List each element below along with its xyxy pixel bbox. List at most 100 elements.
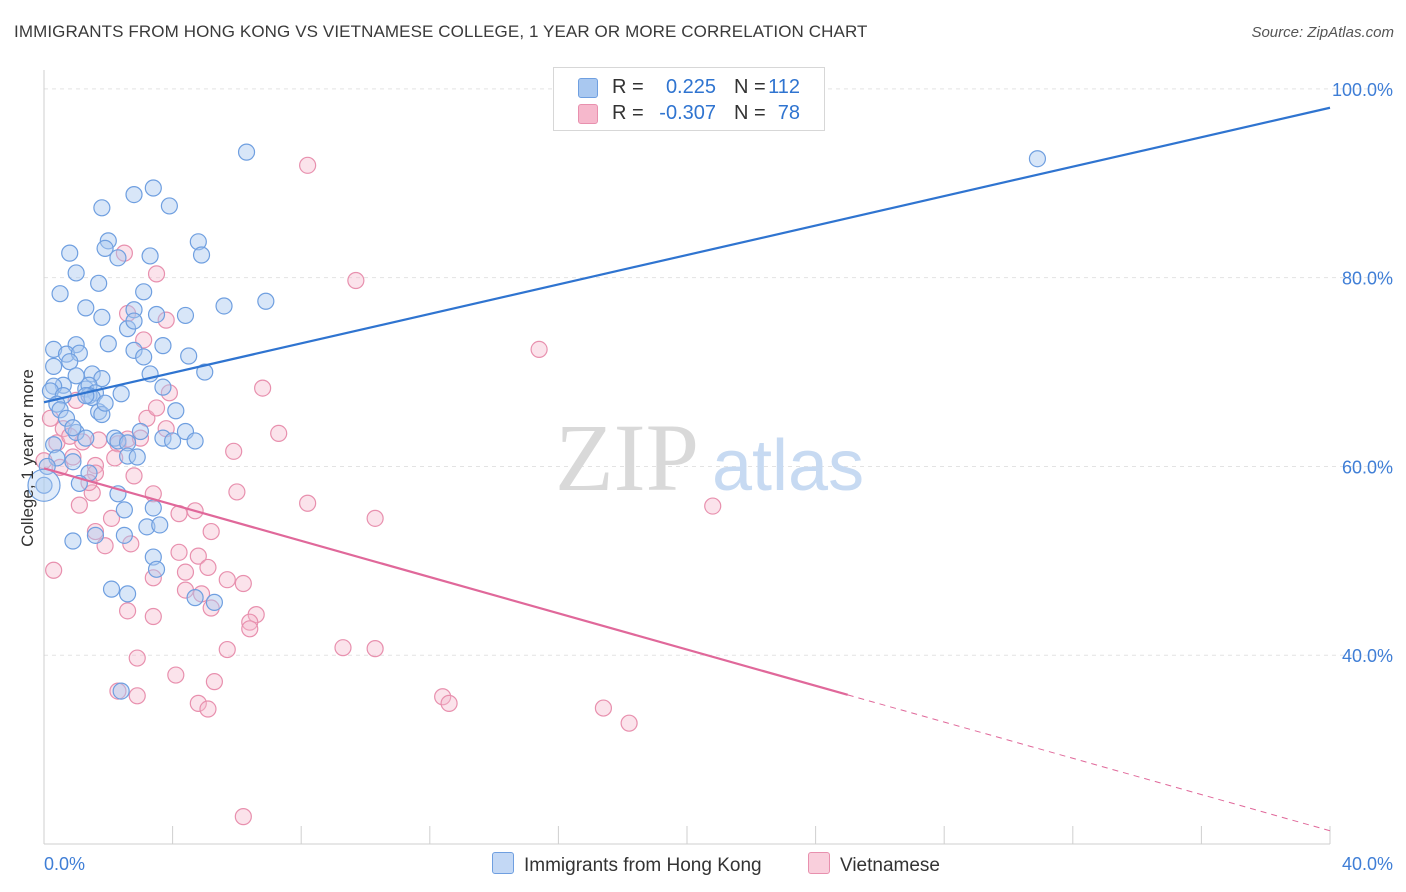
hong-kong-point [138, 518, 156, 536]
hong-kong-point [167, 402, 185, 420]
chart-title: IMMIGRANTS FROM HONG KONG VS VIETNAMESE … [14, 22, 868, 41]
hong-kong-point [67, 367, 85, 385]
r-label: R = [612, 76, 644, 98]
vietnamese-point [241, 620, 259, 638]
vietnamese-point [176, 563, 195, 581]
hong-kong-point [70, 344, 88, 362]
n-label: N = [734, 76, 766, 98]
hong-kong-point [154, 337, 172, 355]
axes [43, 70, 1331, 845]
hong-kong-point [102, 580, 121, 598]
vietnamese-point [218, 640, 236, 659]
vietnamese-point [144, 607, 162, 626]
vietnamese-point [218, 571, 236, 589]
hong-kong-point [1028, 150, 1047, 168]
hong-kong-point [144, 499, 162, 517]
vietnamese-point [234, 574, 252, 593]
hong-kong-point [128, 448, 146, 466]
hong-kong-point [115, 501, 133, 519]
hong-kong-point [96, 239, 114, 257]
hong-kong-point [106, 429, 124, 447]
vietnamese-point [199, 700, 217, 718]
hong-kong-point [125, 185, 143, 204]
legend-item-vietnamese[interactable]: Vietnamese [808, 852, 940, 877]
vietnamese-point [86, 464, 105, 482]
vietnamese-point [122, 535, 140, 553]
trendlines [43, 106, 1331, 832]
n-label: N = [734, 102, 766, 124]
vietnamese-point [228, 483, 246, 501]
hong-kong-point [99, 335, 117, 353]
y-axis-label: College, 1 year or more [18, 369, 37, 547]
r-value: 0.225 [665, 76, 716, 98]
vietnamese-point [202, 522, 220, 541]
vietnamese-point [199, 558, 217, 577]
vietnamese-point [440, 694, 458, 712]
watermark-zip: ZIP [555, 404, 699, 511]
gridlines [44, 88, 1392, 656]
n-value: 78 [777, 102, 800, 124]
hong-kong-point [257, 292, 275, 310]
hong-kong-point [67, 264, 85, 282]
watermark-atlas: atlas [712, 426, 864, 506]
hong-kong-point [77, 429, 95, 447]
hong-kong-point [45, 357, 63, 375]
hong-kong-point [118, 434, 137, 452]
vietnamese-point [157, 311, 175, 329]
vietnamese-point [225, 442, 243, 460]
hong-kong-point [180, 347, 198, 365]
legend-swatch-hong-kong [492, 852, 514, 874]
hong-kong-point [135, 283, 153, 301]
vietnamese-point [45, 561, 63, 579]
hong-kong-point [45, 436, 63, 454]
vietnamese-point [83, 484, 101, 502]
legend-label-hong-kong: Immigrants from Hong Kong [524, 855, 762, 876]
vietnamese-point [299, 156, 317, 174]
hong-kong-point [118, 585, 137, 603]
trendline-vietnamese-extension [847, 694, 1331, 832]
hong-kong-point [57, 409, 76, 427]
hong-kong-point [51, 401, 69, 419]
hong-kong-point [64, 419, 82, 437]
vietnamese-point [189, 547, 207, 565]
swatch-vietnamese [578, 104, 598, 124]
hong-kong-point [93, 308, 111, 326]
vietnamese-point [189, 694, 207, 712]
hong-kong-point [61, 244, 79, 262]
vietnamese-point [102, 509, 121, 527]
hong-kong-point [67, 423, 85, 442]
vietnamese-point [299, 494, 317, 512]
hong-kong-point [237, 143, 256, 161]
hong-kong-point [192, 246, 211, 264]
vietnamese-point [434, 688, 452, 706]
hong-kong-point [154, 378, 172, 396]
y-tick-label: 40.0% [1342, 646, 1393, 666]
hong-kong-point [93, 405, 111, 424]
hong-kong-point [125, 341, 143, 359]
hong-kong-point [64, 453, 82, 471]
hong-kong-point [115, 526, 133, 544]
swatch-hong-kong [578, 78, 598, 98]
hong-kong-point [125, 312, 143, 330]
hong-kong-point [186, 432, 204, 450]
vietnamese-point [147, 399, 166, 417]
vietnamese-point [366, 509, 384, 527]
x-tick-label: 0.0% [44, 854, 85, 874]
hong-kong-point [189, 233, 207, 251]
hong-kong-point [147, 305, 166, 324]
hong-kong-point [64, 532, 82, 550]
hong-kong-point [186, 589, 204, 607]
vietnamese-point [70, 496, 88, 514]
vietnamese-point [205, 673, 223, 691]
vietnamese-point [270, 424, 288, 443]
vietnamese-point [131, 429, 150, 447]
vietnamese-point [125, 467, 143, 485]
legend-item-hong-kong[interactable]: Immigrants from Hong Kong [492, 852, 762, 877]
vietnamese-point [620, 714, 638, 732]
hong-kong-point [147, 560, 166, 578]
vietnamese-point [170, 543, 188, 561]
x-tick-label: 40.0% [1342, 854, 1393, 874]
vietnamese-point [167, 666, 185, 684]
hong-kong-point [96, 394, 114, 412]
